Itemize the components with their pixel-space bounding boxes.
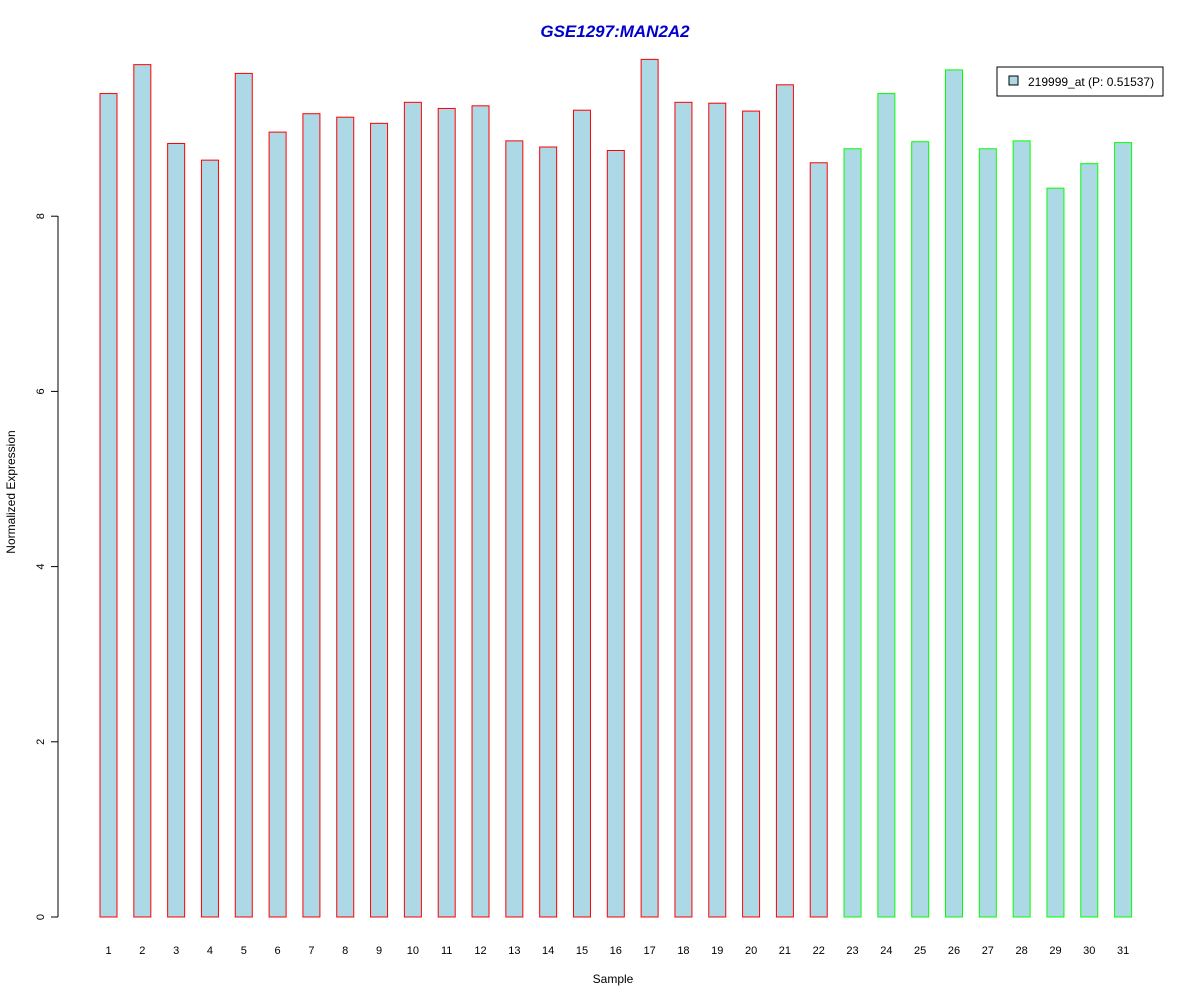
bar-sample-29 bbox=[1046, 187, 1065, 918]
x-tick-label: 5 bbox=[241, 945, 247, 957]
x-tick-label: 20 bbox=[745, 945, 757, 957]
bar-sample-1 bbox=[99, 93, 118, 918]
x-tick-label: 29 bbox=[1049, 945, 1061, 957]
bar-sample-11 bbox=[437, 107, 456, 918]
x-tick-label: 1 bbox=[105, 945, 111, 957]
x-tick-label: 31 bbox=[1117, 945, 1129, 957]
x-tick-label: 21 bbox=[779, 945, 791, 957]
bar-sample-5 bbox=[234, 72, 253, 918]
x-axis-title: Sample bbox=[593, 972, 634, 986]
legend-swatch bbox=[1008, 75, 1019, 86]
bars-layer bbox=[99, 58, 1133, 918]
bar-sample-13 bbox=[505, 140, 524, 918]
x-tick-label: 24 bbox=[880, 945, 892, 957]
y-tick-label: 0 bbox=[35, 914, 47, 920]
x-tick-label: 23 bbox=[846, 945, 858, 957]
bar-sample-4 bbox=[200, 159, 219, 918]
y-tick-label: 6 bbox=[35, 388, 47, 394]
x-tick-label: 7 bbox=[308, 945, 314, 957]
bar-sample-3 bbox=[167, 142, 186, 918]
bar-sample-17 bbox=[640, 58, 659, 918]
x-tick-label: 12 bbox=[474, 945, 486, 957]
bar-sample-12 bbox=[471, 105, 490, 918]
bar-sample-22 bbox=[809, 162, 828, 918]
x-tick-label: 22 bbox=[813, 945, 825, 957]
bar-sample-30 bbox=[1080, 163, 1099, 918]
bar-sample-7 bbox=[302, 113, 321, 918]
bar-sample-9 bbox=[370, 122, 389, 918]
x-tick-label: 14 bbox=[542, 945, 554, 957]
x-tick-label: 15 bbox=[576, 945, 588, 957]
legend: 219999_at (P: 0.51537) bbox=[996, 66, 1164, 97]
y-tick-label: 4 bbox=[35, 564, 47, 570]
bar-sample-27 bbox=[978, 148, 997, 918]
bar-sample-23 bbox=[843, 148, 862, 918]
bar-sample-31 bbox=[1114, 142, 1133, 918]
y-axis-title: Normalized Expression bbox=[4, 430, 18, 553]
x-tick-label: 2 bbox=[139, 945, 145, 957]
bar-sample-15 bbox=[572, 109, 591, 918]
legend-series-label: 219999_at (P: 0.51537) bbox=[1028, 75, 1154, 89]
x-tick-label: 8 bbox=[342, 945, 348, 957]
x-tick-label: 11 bbox=[441, 945, 452, 957]
x-tick-label: 17 bbox=[643, 945, 655, 957]
legend-box bbox=[996, 66, 1164, 97]
x-tick-label: 16 bbox=[610, 945, 622, 957]
x-tick-label: 6 bbox=[275, 945, 281, 957]
bar-sample-16 bbox=[606, 150, 625, 918]
bar-sample-26 bbox=[945, 69, 963, 918]
x-tick-label: 13 bbox=[508, 945, 520, 957]
x-tick-label: 3 bbox=[173, 945, 179, 957]
x-tick-labels: 1 2 3 4 5 6 7 8 9 10 11 12 13 14 15 16 17 18 19 20 21 22 23 24 2… bbox=[105, 945, 1129, 957]
y-tick-labels: 0 2 4 6 8 bbox=[35, 213, 58, 920]
x-tick-label: 27 bbox=[982, 945, 994, 957]
x-tick-label: 26 bbox=[948, 945, 960, 957]
x-tick-label: 9 bbox=[376, 945, 382, 957]
x-tick-label: 4 bbox=[207, 945, 213, 957]
y-tick-label: 2 bbox=[35, 739, 47, 745]
bar-sample-24 bbox=[877, 93, 896, 918]
y-tick-label: 8 bbox=[35, 213, 47, 219]
x-tick-label: 28 bbox=[1016, 945, 1028, 957]
bar-sample-21 bbox=[775, 84, 794, 918]
bar-sample-2 bbox=[133, 64, 152, 918]
x-tick-label: 25 bbox=[914, 945, 926, 957]
chart-title: GSE1297:MAN2A2 bbox=[540, 22, 690, 41]
bar-sample-10 bbox=[403, 101, 422, 918]
bar-sample-18 bbox=[674, 101, 693, 918]
bar-sample-14 bbox=[539, 146, 558, 918]
bar-sample-6 bbox=[268, 131, 287, 918]
x-tick-label: 19 bbox=[711, 945, 723, 957]
x-tick-label: 10 bbox=[407, 945, 419, 957]
x-tick-label: 18 bbox=[677, 945, 689, 957]
bar-sample-19 bbox=[708, 102, 727, 918]
bar-sample-28 bbox=[1012, 140, 1031, 918]
bar-sample-20 bbox=[742, 110, 761, 918]
bar-sample-25 bbox=[911, 141, 930, 918]
x-tick-label: 30 bbox=[1083, 945, 1095, 957]
bar-sample-8 bbox=[336, 116, 355, 918]
